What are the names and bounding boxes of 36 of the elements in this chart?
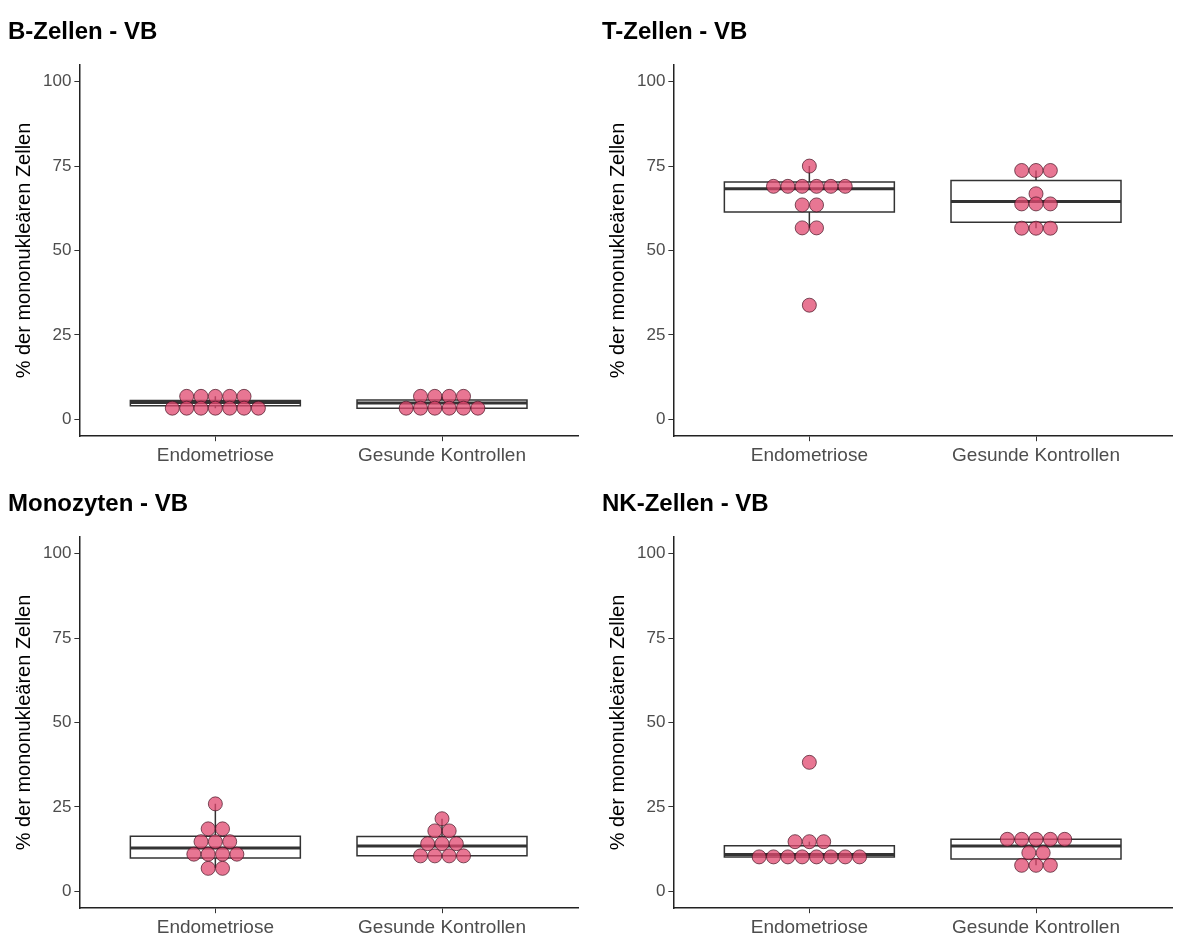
y-tick-label: 0 — [61, 409, 72, 429]
y-axis-title: % der mononukleären Zellen — [605, 594, 628, 851]
y-tick-label: 0 — [655, 881, 666, 901]
x-tick-label: Gesunde Kontrollen — [952, 915, 1120, 937]
y-tick-label: 0 — [655, 409, 666, 429]
x-tick-label: Endometriose — [750, 443, 868, 465]
chart-title: B-Zellen - VB — [8, 17, 158, 45]
y-tick-label: 75 — [646, 627, 666, 647]
y-tick-label: 75 — [52, 627, 72, 647]
x-tick-label: Endometriose — [156, 443, 274, 465]
y-tick-label: 25 — [52, 796, 72, 816]
y-tick-label: 25 — [646, 324, 666, 344]
chart-title: NK-Zellen - VB — [602, 489, 769, 517]
x-tick-label: Endometriose — [750, 915, 868, 937]
y-tick-label: 50 — [646, 712, 666, 732]
y-tick-label: 100 — [42, 543, 72, 563]
x-tick-label: Gesunde Kontrollen — [358, 915, 526, 937]
y-tick-label: 0 — [61, 881, 72, 901]
y-tick-label: 25 — [646, 796, 666, 816]
y-tick-label: 100 — [636, 71, 666, 91]
chart-title: Monozyten - VB — [8, 489, 188, 517]
y-tick-label: 100 — [636, 543, 666, 563]
y-tick-label: 50 — [52, 240, 72, 260]
x-tick-label: Gesunde Kontrollen — [358, 443, 526, 465]
y-tick-label: 50 — [52, 712, 72, 732]
y-tick-label: 50 — [646, 240, 666, 260]
y-axis-title: % der mononukleären Zellen — [11, 594, 34, 851]
chart-title: T-Zellen - VB — [602, 17, 748, 45]
y-axis-title: % der mononukleären Zellen — [605, 122, 628, 379]
y-tick-label: 75 — [646, 155, 666, 175]
x-tick-label: Endometriose — [156, 915, 274, 937]
y-tick-label: 100 — [42, 71, 72, 91]
y-tick-label: 25 — [52, 324, 72, 344]
x-tick-label: Gesunde Kontrollen — [952, 443, 1120, 465]
y-tick-label: 75 — [52, 155, 72, 175]
y-axis-title: % der mononukleären Zellen — [11, 122, 34, 379]
